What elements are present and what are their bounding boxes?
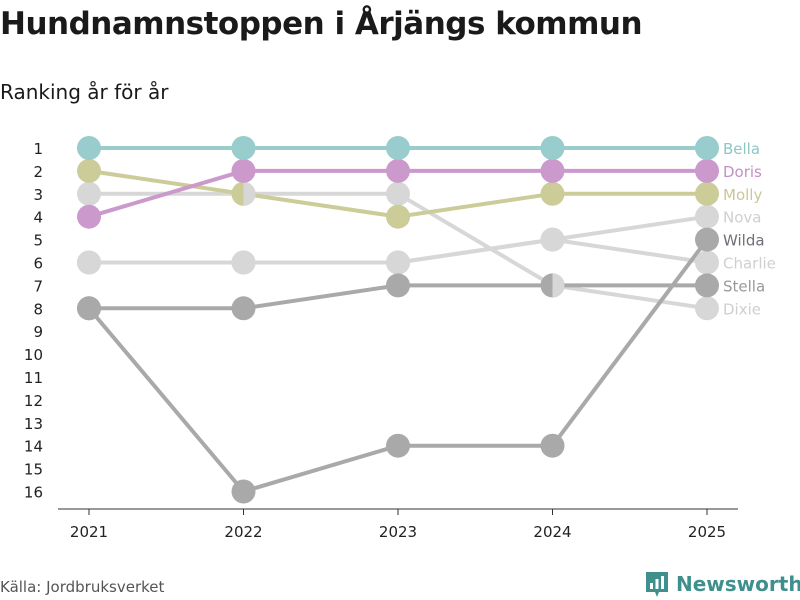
y-tick-label: 15: [24, 461, 43, 479]
x-tick: 2024: [533, 509, 572, 541]
data-point-nova: [695, 204, 719, 229]
data-point-nova: [231, 250, 256, 275]
series-label-charlie: Charlie: [723, 255, 776, 273]
y-tick-label: 16: [24, 484, 43, 502]
y-tick-label: 13: [24, 415, 43, 433]
data-point-doris: [231, 158, 256, 183]
data-point-molly: [695, 181, 719, 206]
x-tick-label: 2024: [533, 523, 571, 541]
data-point-doris: [77, 204, 101, 229]
data-point-wilda: [386, 433, 410, 458]
y-tick-label: 14: [24, 438, 43, 456]
series-label-nova: Nova: [723, 209, 761, 227]
data-point-charlie: [695, 250, 719, 275]
data-point-overlap-dixie: [243, 181, 256, 206]
data-point-bella: [695, 136, 719, 160]
y-tick-label: 3: [33, 186, 43, 204]
y-tick-label: 12: [24, 392, 43, 410]
data-point-nova: [386, 250, 410, 275]
x-tick: 2025: [688, 509, 726, 541]
chart-title: Hundnamnstoppen i Årjängs kommun: [0, 6, 643, 42]
data-point-wilda: [77, 296, 101, 321]
axes: 2021 2022 2023 2024 202512345678910111213141…: [24, 140, 738, 541]
data-point-molly: [386, 204, 410, 229]
brand-logo: Newsworthy: [644, 570, 800, 598]
data-point-wilda: [231, 479, 256, 504]
data-point-nova: [540, 227, 565, 252]
data-point-bella: [386, 136, 410, 160]
data-point-molly: [540, 181, 565, 206]
series-label-stella: Stella: [723, 277, 765, 295]
data-point-dixie: [695, 296, 719, 321]
data-point-stella: [695, 273, 719, 298]
data-point-doris: [695, 158, 719, 183]
y-tick-label: 10: [24, 346, 43, 364]
x-tick: 2022: [224, 509, 263, 541]
data-point-nova: [77, 250, 101, 275]
data-point-bella: [77, 136, 101, 160]
y-tick-label: 2: [33, 163, 43, 181]
data-point-wilda: [695, 227, 719, 252]
series-labels: Bella Doris Molly Nova Wilda Charlie Stella Dix…: [723, 140, 776, 318]
source-note: Källa: Jordbruksverket: [0, 578, 165, 596]
data-point-wilda: [540, 433, 565, 458]
data-point-stella: [231, 296, 256, 321]
data-point-doris: [386, 158, 410, 183]
series-points: [77, 136, 719, 504]
x-tick: 2021: [70, 509, 108, 541]
data-point-overlap-dixie: [552, 273, 565, 298]
data-point-dixie: [386, 181, 410, 206]
series-label-wilda: Wilda: [723, 232, 765, 250]
data-point-bella: [231, 136, 256, 160]
data-point-molly: [77, 158, 101, 183]
x-tick-label: 2023: [379, 523, 417, 541]
x-tick-label: 2021: [70, 523, 108, 541]
y-tick-label: 4: [33, 209, 43, 227]
x-tick-label: 2022: [224, 523, 262, 541]
data-point-dixie: [77, 181, 101, 206]
chart-subtitle: Ranking år för år: [0, 80, 169, 104]
x-tick: 2023: [379, 509, 417, 541]
data-point-doris: [540, 158, 565, 183]
series-label-bella: Bella: [723, 140, 760, 158]
series-label-molly: Molly: [723, 186, 762, 204]
y-tick-label: 8: [33, 300, 43, 318]
data-point-bella: [540, 136, 565, 160]
series-label-dixie: Dixie: [723, 300, 761, 318]
x-tick-label: 2025: [688, 523, 726, 541]
y-tick-label: 11: [24, 369, 43, 387]
y-tick-label: 1: [33, 140, 43, 158]
y-tick-label: 9: [33, 323, 43, 341]
y-tick-label: 6: [33, 255, 43, 273]
y-tick-label: 7: [33, 277, 43, 295]
brand-name: Newsworthy: [676, 572, 800, 596]
bar-chart-icon: [646, 572, 668, 597]
y-tick-label: 5: [33, 232, 43, 250]
data-point-stella: [386, 273, 410, 298]
series-label-doris: Doris: [723, 163, 762, 181]
